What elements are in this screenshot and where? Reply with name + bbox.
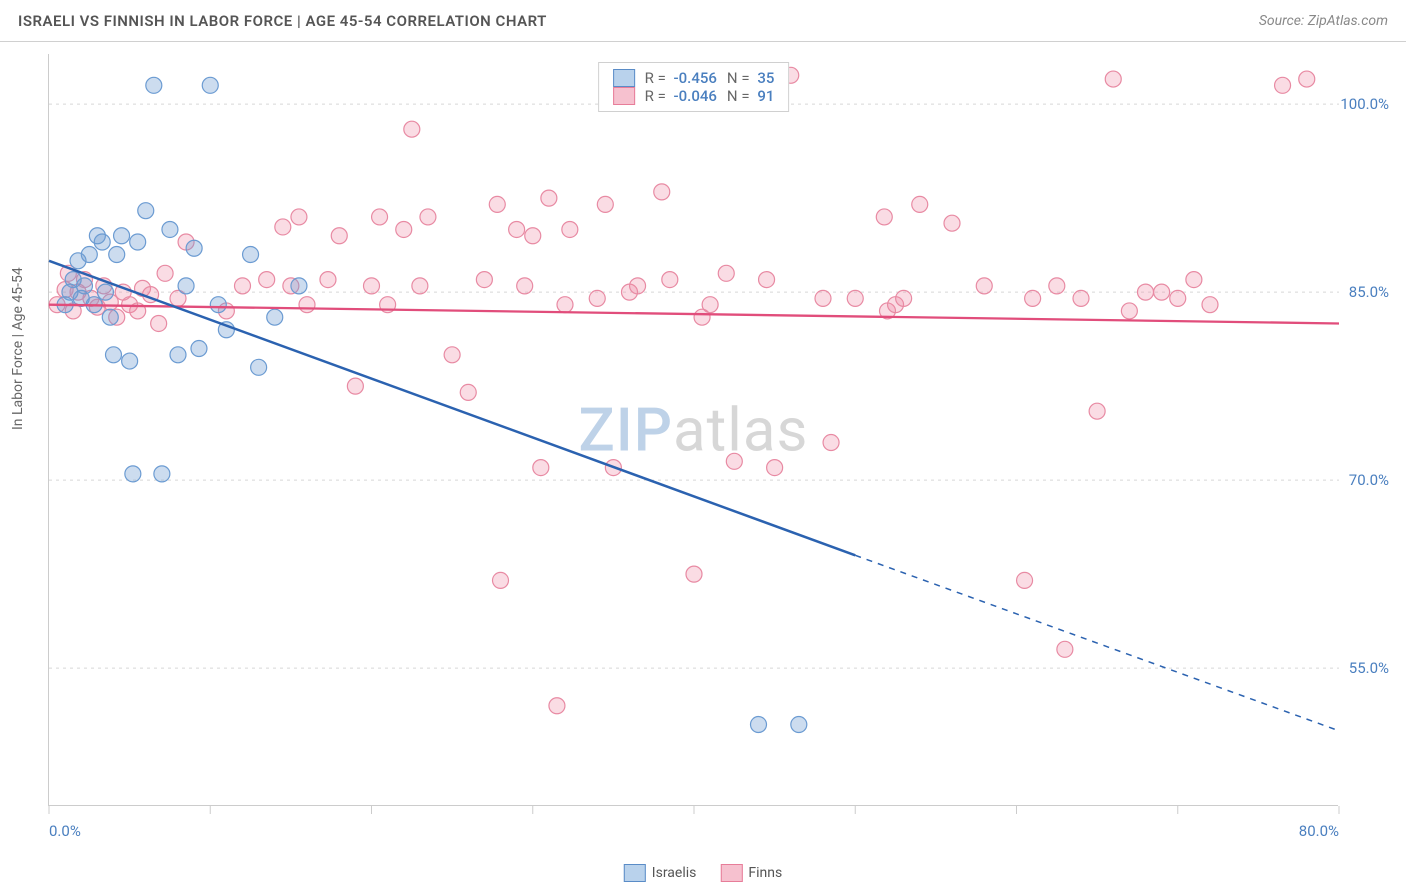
legend-bottom: Israelis Finns xyxy=(624,864,782,882)
svg-text:80.0%: 80.0% xyxy=(1299,822,1339,840)
svg-text:100.0%: 100.0% xyxy=(1340,95,1389,113)
swatch-finns-bottom xyxy=(720,864,742,882)
n-value-finns: 91 xyxy=(757,87,774,105)
legend-label-israelis: Israelis xyxy=(652,865,697,881)
correlation-legend: R = -0.456 N = 35 R = -0.046 N = 91 xyxy=(598,62,790,112)
swatch-israelis xyxy=(613,69,635,87)
n-label: N = xyxy=(727,69,750,87)
legend-item-israelis: Israelis xyxy=(624,864,697,882)
r-value-israelis: -0.456 xyxy=(674,69,717,87)
svg-text:70.0%: 70.0% xyxy=(1349,471,1389,489)
svg-text:0.0%: 0.0% xyxy=(49,822,81,840)
legend-item-finns: Finns xyxy=(720,864,782,882)
n-label-2: N = xyxy=(727,87,750,105)
chart-svg: 55.0%70.0%85.0%100.0%0.0%80.0% xyxy=(49,54,1339,806)
n-value-israelis: 35 xyxy=(757,69,774,87)
chart-title: ISRAELI VS FINNISH IN LABOR FORCE | AGE … xyxy=(18,12,547,30)
legend-row-finns: R = -0.046 N = 91 xyxy=(613,87,775,105)
r-label-2: R = xyxy=(645,87,666,105)
legend-row-israelis: R = -0.456 N = 35 xyxy=(613,69,775,87)
swatch-finns xyxy=(613,87,635,105)
legend-label-finns: Finns xyxy=(748,865,782,881)
chart-container: ISRAELI VS FINNISH IN LABOR FORCE | AGE … xyxy=(0,0,1406,892)
svg-text:85.0%: 85.0% xyxy=(1349,283,1389,301)
r-label: R = xyxy=(645,69,666,87)
swatch-israelis-bottom xyxy=(624,864,646,882)
svg-text:55.0%: 55.0% xyxy=(1349,659,1389,677)
source-label: Source: ZipAtlas.com xyxy=(1259,13,1388,29)
y-axis-label: In Labor Force | Age 45-54 xyxy=(10,267,26,430)
plot-area: R = -0.456 N = 35 R = -0.046 N = 91 ZIPa… xyxy=(48,54,1338,806)
header-bar: ISRAELI VS FINNISH IN LABOR FORCE | AGE … xyxy=(0,0,1406,42)
r-value-finns: -0.046 xyxy=(674,87,717,105)
